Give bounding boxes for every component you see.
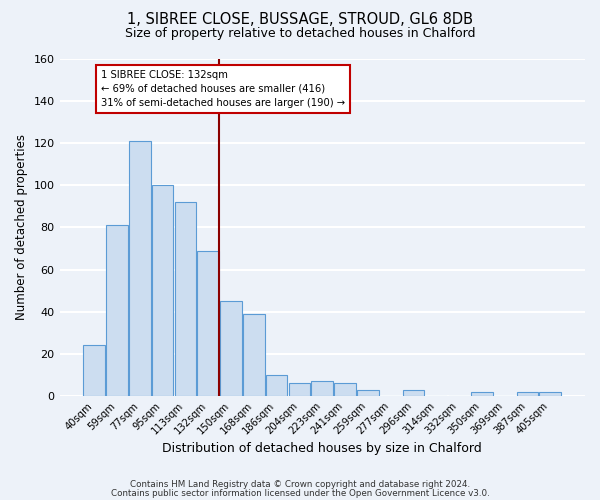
Bar <box>334 384 356 396</box>
Text: 1 SIBREE CLOSE: 132sqm
← 69% of detached houses are smaller (416)
31% of semi-de: 1 SIBREE CLOSE: 132sqm ← 69% of detached… <box>101 70 345 108</box>
Bar <box>266 375 287 396</box>
Bar <box>175 202 196 396</box>
Bar <box>152 186 173 396</box>
Bar <box>471 392 493 396</box>
Bar <box>83 346 105 396</box>
Text: Contains HM Land Registry data © Crown copyright and database right 2024.: Contains HM Land Registry data © Crown c… <box>130 480 470 489</box>
Y-axis label: Number of detached properties: Number of detached properties <box>15 134 28 320</box>
Text: 1, SIBREE CLOSE, BUSSAGE, STROUD, GL6 8DB: 1, SIBREE CLOSE, BUSSAGE, STROUD, GL6 8D… <box>127 12 473 28</box>
Bar <box>129 141 151 396</box>
Bar <box>106 226 128 396</box>
Bar <box>357 390 379 396</box>
Bar <box>403 390 424 396</box>
Text: Contains public sector information licensed under the Open Government Licence v3: Contains public sector information licen… <box>110 488 490 498</box>
Bar <box>311 381 333 396</box>
Bar <box>289 384 310 396</box>
Bar <box>539 392 561 396</box>
Bar <box>220 301 242 396</box>
Bar <box>197 250 219 396</box>
X-axis label: Distribution of detached houses by size in Chalford: Distribution of detached houses by size … <box>163 442 482 455</box>
Bar <box>243 314 265 396</box>
Text: Size of property relative to detached houses in Chalford: Size of property relative to detached ho… <box>125 28 475 40</box>
Bar <box>517 392 538 396</box>
